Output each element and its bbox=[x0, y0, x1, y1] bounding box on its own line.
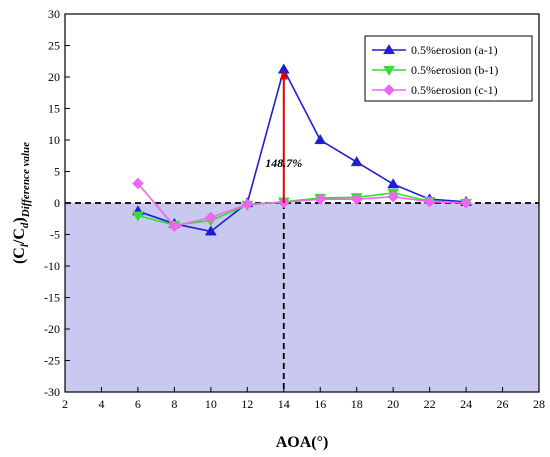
y-axis-title: (Cl/Cd)Difference value bbox=[11, 142, 32, 264]
y-tick-label: -5 bbox=[50, 228, 60, 242]
y-tick-label: -30 bbox=[44, 385, 60, 399]
data-point bbox=[204, 211, 217, 224]
data-point bbox=[423, 195, 436, 208]
y-tick-label: 0 bbox=[54, 196, 60, 210]
data-point bbox=[350, 156, 363, 167]
annotation-label: 148.7% bbox=[265, 156, 302, 170]
y-tick-label: -15 bbox=[44, 291, 60, 305]
legend-label: 0.5%erosion (c-1) bbox=[411, 83, 498, 97]
y-tick-label: 20 bbox=[48, 70, 60, 84]
x-tick-label: 6 bbox=[135, 397, 141, 411]
y-title-open: (C bbox=[11, 247, 28, 264]
y-tick-label: 5 bbox=[54, 165, 60, 179]
legend-label: 0.5%erosion (b-1) bbox=[411, 63, 498, 77]
x-tick-label: 12 bbox=[241, 397, 253, 411]
x-tick-label: 4 bbox=[98, 397, 104, 411]
data-point bbox=[314, 134, 327, 145]
y-title-subscript: Difference value bbox=[20, 142, 32, 218]
legend-marker bbox=[383, 44, 395, 55]
x-tick-label: 22 bbox=[424, 397, 436, 411]
legend-marker bbox=[383, 84, 395, 96]
x-axis-title: AOA(°) bbox=[276, 434, 329, 451]
series-layer bbox=[131, 63, 473, 236]
data-point bbox=[132, 177, 144, 190]
data-point bbox=[241, 198, 254, 211]
y-tick-label: -25 bbox=[44, 354, 60, 368]
data-point bbox=[387, 178, 400, 189]
legend-label: 0.5%erosion (a-1) bbox=[411, 43, 498, 57]
y-tick-label: 30 bbox=[48, 7, 60, 21]
y-title-slash-c: /C bbox=[11, 228, 28, 245]
data-point bbox=[387, 190, 400, 203]
data-point bbox=[314, 193, 327, 206]
y-tick-label: 15 bbox=[48, 102, 60, 116]
x-tick-label: 26 bbox=[497, 397, 509, 411]
data-point bbox=[350, 193, 363, 206]
y-tick-label: -20 bbox=[44, 322, 60, 336]
series-line bbox=[137, 182, 467, 228]
x-tick-label: 18 bbox=[351, 397, 363, 411]
x-tick-label: 28 bbox=[533, 397, 545, 411]
x-axis-ticks: 2 4 6 8 10 12 14 16 18 20 22 24 26 28 bbox=[62, 387, 545, 411]
x-tick-label: 10 bbox=[205, 397, 217, 411]
y-title-sub-d: d bbox=[19, 222, 31, 228]
series-3 bbox=[132, 177, 472, 233]
x-tick-label: 20 bbox=[387, 397, 399, 411]
y-tick-label: 10 bbox=[48, 133, 60, 147]
x-tick-label: 8 bbox=[171, 397, 177, 411]
data-point bbox=[131, 211, 144, 222]
x-tick-label: 24 bbox=[460, 397, 472, 411]
y-title-sub-l: l bbox=[19, 243, 31, 247]
data-point bbox=[168, 220, 181, 233]
negative-region bbox=[65, 203, 539, 392]
series-line bbox=[137, 192, 467, 226]
y-tick-label: -10 bbox=[44, 259, 60, 273]
y-title-close: ) bbox=[11, 217, 28, 222]
y-axis-ticks: -30 -25 -20 -15 -10 -5 0 5 10 15 20 25 30 bbox=[44, 7, 70, 399]
data-point bbox=[460, 197, 472, 209]
legend-marker bbox=[383, 65, 395, 76]
series-line bbox=[137, 67, 467, 233]
x-tick-label: 16 bbox=[314, 397, 326, 411]
x-tick-label: 14 bbox=[278, 397, 290, 411]
data-point bbox=[204, 225, 217, 236]
x-tick-label: 2 bbox=[62, 397, 68, 411]
y-tick-label: 25 bbox=[48, 39, 60, 53]
legend: 0.5%erosion (a-1) 0.5%erosion (b-1) 0.5%er… bbox=[364, 35, 533, 102]
plot-frame bbox=[64, 13, 540, 393]
annotation-arrowhead bbox=[279, 69, 288, 80]
